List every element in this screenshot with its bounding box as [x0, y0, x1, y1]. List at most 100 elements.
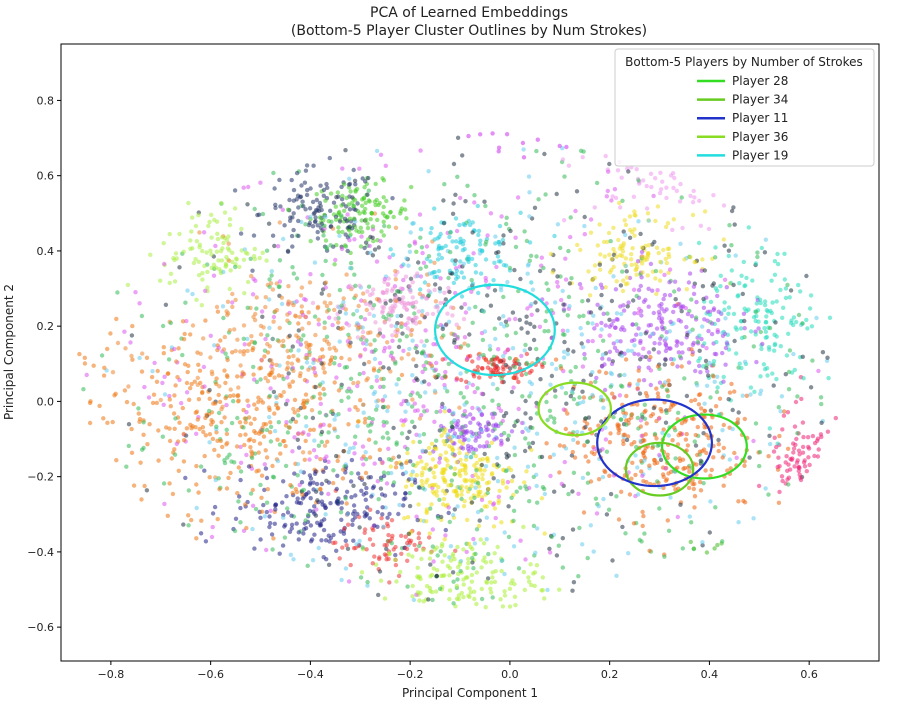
data-point	[315, 229, 320, 235]
data-point	[322, 456, 327, 461]
data-point	[276, 339, 282, 344]
x-tick-label: 0.4	[701, 668, 719, 681]
data-point	[669, 404, 674, 409]
data-point	[565, 347, 571, 352]
data-point	[469, 484, 474, 489]
data-point	[384, 481, 390, 486]
data-point	[465, 443, 471, 449]
data-point	[485, 427, 490, 432]
data-point	[663, 478, 669, 483]
data-point	[820, 350, 826, 355]
data-point	[110, 419, 115, 425]
data-point	[310, 415, 316, 421]
data-point	[485, 456, 490, 461]
data-point	[604, 512, 610, 517]
data-point	[404, 307, 410, 312]
data-point	[666, 378, 671, 383]
data-point	[473, 304, 478, 310]
data-point	[316, 545, 321, 551]
y-tick-label: 0.2	[37, 320, 55, 333]
data-point	[548, 414, 553, 419]
data-point	[492, 579, 498, 585]
data-point	[630, 460, 635, 465]
data-point	[314, 197, 319, 203]
data-point	[639, 245, 645, 250]
data-point	[219, 258, 225, 263]
data-point	[537, 324, 543, 329]
data-point	[634, 332, 639, 337]
data-point	[234, 444, 240, 449]
data-point	[708, 395, 713, 400]
data-point	[561, 302, 566, 307]
data-point	[570, 449, 575, 455]
data-point	[349, 471, 354, 476]
data-point	[506, 534, 512, 540]
data-point	[257, 255, 262, 261]
data-point	[454, 276, 459, 281]
data-point	[319, 207, 324, 213]
data-point	[248, 421, 254, 426]
data-point	[523, 342, 528, 348]
data-point	[315, 304, 321, 310]
data-point	[446, 505, 451, 510]
data-point	[445, 458, 450, 463]
data-point	[205, 269, 210, 275]
data-point	[691, 188, 696, 194]
data-point	[363, 240, 369, 245]
data-point	[386, 436, 391, 441]
data-point	[478, 537, 483, 542]
data-point	[708, 299, 714, 305]
data-point	[440, 559, 445, 564]
data-point	[636, 178, 641, 183]
data-point	[450, 554, 455, 559]
data-point	[248, 445, 253, 450]
data-point	[767, 441, 773, 447]
data-point	[273, 202, 278, 207]
data-point	[181, 431, 186, 437]
data-point	[216, 345, 221, 350]
data-point	[620, 407, 626, 413]
data-point	[653, 218, 658, 224]
data-point	[463, 199, 468, 204]
data-point	[370, 417, 375, 422]
data-point	[771, 383, 776, 388]
data-point	[750, 278, 755, 283]
data-point	[296, 218, 301, 224]
data-point	[322, 392, 327, 397]
data-point	[679, 309, 684, 314]
data-point	[619, 417, 624, 422]
data-point	[723, 316, 728, 321]
data-point	[321, 386, 326, 392]
data-point	[470, 405, 475, 411]
data-point	[399, 402, 404, 407]
data-point	[82, 361, 88, 366]
data-point	[443, 450, 449, 455]
data-point	[420, 308, 425, 314]
data-point	[101, 416, 106, 421]
data-point	[477, 444, 482, 449]
data-point	[474, 468, 479, 473]
data-point	[530, 440, 536, 446]
data-point	[602, 468, 607, 473]
data-point	[310, 558, 316, 563]
data-point	[384, 546, 389, 552]
data-point	[726, 248, 732, 253]
data-point	[276, 373, 282, 378]
data-point	[662, 554, 667, 559]
data-point	[291, 353, 296, 359]
data-point	[581, 378, 586, 383]
data-point	[308, 214, 313, 220]
data-point	[698, 223, 704, 228]
data-point	[332, 345, 337, 350]
data-point	[511, 544, 517, 549]
data-point	[588, 230, 594, 235]
data-point	[218, 438, 223, 444]
data-point	[298, 501, 304, 506]
data-point	[361, 462, 366, 467]
data-point	[648, 171, 654, 176]
data-point	[667, 329, 672, 334]
data-point	[585, 320, 591, 326]
data-point	[513, 330, 518, 336]
data-point	[245, 279, 251, 285]
data-point	[692, 494, 698, 499]
